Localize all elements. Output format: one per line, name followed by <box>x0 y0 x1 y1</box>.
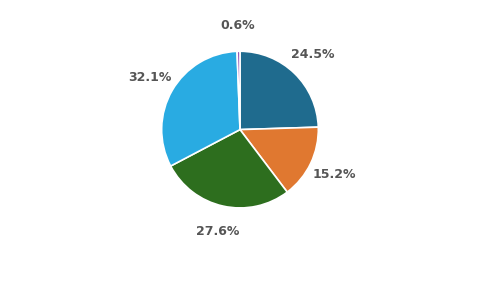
Text: 32.1%: 32.1% <box>0 287 1 288</box>
Wedge shape <box>237 51 240 130</box>
Text: 15.2%: 15.2% <box>312 168 356 181</box>
Text: 27.6%: 27.6% <box>0 287 1 288</box>
Text: 15.2%: 15.2% <box>0 287 1 288</box>
Text: 27.6%: 27.6% <box>195 225 239 238</box>
Text: 32.1%: 32.1% <box>128 71 171 84</box>
Text: 24.5%: 24.5% <box>0 287 1 288</box>
Wedge shape <box>162 51 240 166</box>
Wedge shape <box>240 51 318 130</box>
Wedge shape <box>171 130 287 208</box>
Wedge shape <box>240 127 318 192</box>
Text: 24.5%: 24.5% <box>291 48 334 61</box>
Text: 0.6%: 0.6% <box>221 19 255 32</box>
Text: 0.6%: 0.6% <box>0 287 1 288</box>
Legend: Cross-Border, Institutional, REIT/Listed, Private, User/Other: Cross-Border, Institutional, REIT/Listed… <box>51 286 429 288</box>
